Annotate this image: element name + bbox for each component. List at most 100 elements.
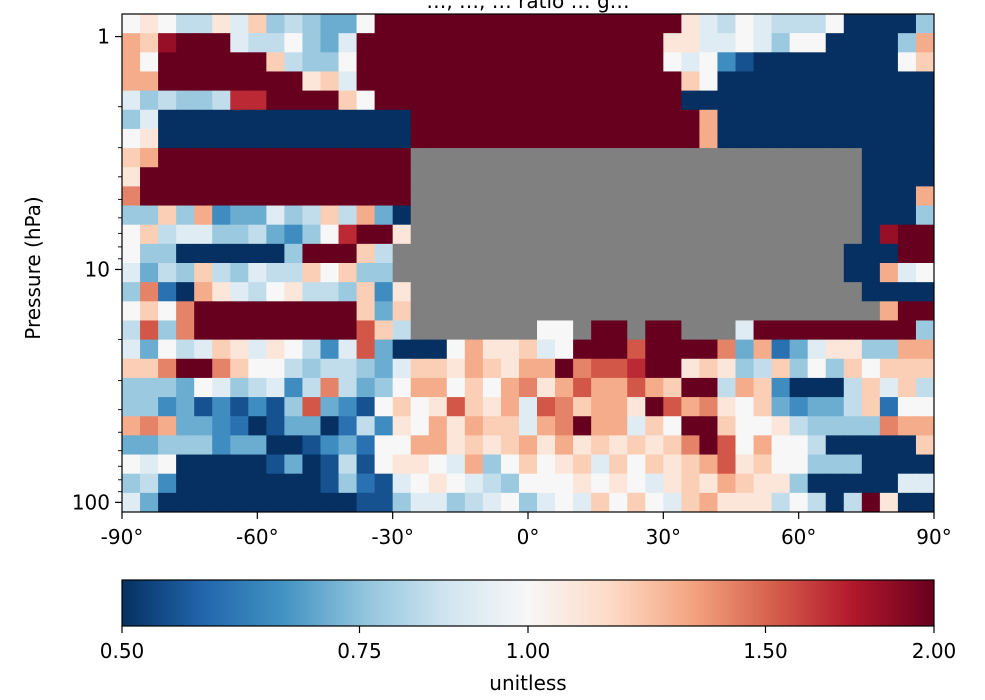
heatmap-cell <box>861 14 881 34</box>
heatmap-cell <box>735 33 755 53</box>
heatmap-cell <box>897 71 917 92</box>
heatmap-cell <box>158 33 177 53</box>
heatmap-cell <box>392 243 412 264</box>
x-tick-label: -60° <box>236 525 279 549</box>
heatmap-cell <box>320 358 340 379</box>
heatmap-cell <box>518 473 538 494</box>
heatmap-cell <box>861 377 881 398</box>
heatmap-cell <box>789 90 809 111</box>
heatmap-cell <box>338 90 358 111</box>
heatmap-cell <box>212 263 231 283</box>
heatmap-cell <box>338 397 358 417</box>
heatmap-cell <box>663 492 682 512</box>
heatmap-cell <box>681 358 701 379</box>
heatmap-cell <box>591 148 610 168</box>
heatmap-cell <box>771 224 791 245</box>
heatmap-cell <box>645 52 664 73</box>
heatmap-cell <box>789 52 809 73</box>
heatmap-cell <box>482 243 502 264</box>
heatmap-cell <box>879 128 899 149</box>
heatmap-cell <box>807 224 827 245</box>
heatmap-cell <box>446 148 466 168</box>
heatmap-cell <box>500 377 520 398</box>
heatmap-cell <box>392 301 412 322</box>
heatmap-cell <box>122 416 141 436</box>
heatmap-cell <box>555 435 574 456</box>
heatmap-cell <box>122 14 141 34</box>
heatmap-cell <box>555 377 574 398</box>
heatmap-cell <box>699 492 719 512</box>
heatmap-cell <box>230 224 249 245</box>
heatmap-cell <box>356 339 376 360</box>
heatmap-cell <box>266 52 285 73</box>
heatmap-cell <box>230 263 249 283</box>
heatmap-cell <box>248 263 267 283</box>
heatmap-cell <box>681 416 701 436</box>
heatmap-cell <box>537 301 556 322</box>
heatmap-cell <box>230 301 249 322</box>
heatmap-cell <box>266 301 285 322</box>
heatmap-cell <box>158 320 177 341</box>
heatmap-cell <box>500 358 520 379</box>
heatmap-cell <box>356 454 376 475</box>
heatmap-cell <box>464 71 484 92</box>
heatmap-cell <box>410 14 430 34</box>
heatmap-cell <box>843 128 863 149</box>
heatmap-cell <box>537 243 556 264</box>
heatmap-cell <box>176 167 195 187</box>
heatmap-cell <box>230 33 249 53</box>
heatmap-cell <box>825 377 845 398</box>
heatmap-cell <box>681 224 701 245</box>
heatmap-cell <box>392 90 412 111</box>
heatmap-cell <box>717 492 737 512</box>
heatmap-cell <box>663 454 682 475</box>
heatmap-cell <box>320 128 340 149</box>
heatmap-cell <box>230 473 249 494</box>
heatmap-cell <box>446 71 466 92</box>
heatmap-cell <box>374 454 394 475</box>
heatmap-cell <box>266 282 285 302</box>
heatmap-cell <box>356 109 376 130</box>
heatmap-cell <box>176 33 195 53</box>
heatmap-cell <box>392 14 412 34</box>
heatmap-cell <box>230 71 249 92</box>
heatmap-cell <box>302 320 322 341</box>
heatmap-cell <box>230 148 249 168</box>
heatmap-cell <box>807 243 827 264</box>
heatmap-cell <box>266 416 285 436</box>
heatmap-cell <box>266 397 285 417</box>
heatmap-cell <box>627 148 646 168</box>
heatmap-cell <box>140 148 159 168</box>
heatmap-cell <box>482 71 502 92</box>
heatmap-cell <box>248 416 267 436</box>
heatmap-cell <box>284 243 304 264</box>
heatmap-cell <box>861 71 881 92</box>
heatmap-cell <box>897 339 917 360</box>
heatmap-cell <box>518 186 538 207</box>
heatmap-cell <box>464 52 484 73</box>
heatmap-cell <box>861 52 881 73</box>
heatmap-cell <box>627 397 646 417</box>
heatmap-cell <box>735 243 755 264</box>
heatmap-cell <box>464 377 484 398</box>
heatmap-cell <box>122 33 141 53</box>
heatmap-cell <box>374 148 394 168</box>
heatmap-cell <box>392 186 412 207</box>
colorbar-tick-label: 0.50 <box>100 639 145 663</box>
heatmap-cell <box>627 301 646 322</box>
heatmap-cell <box>825 148 845 168</box>
heatmap-cell <box>140 90 159 111</box>
heatmap-cell <box>518 492 538 512</box>
heatmap-cell <box>825 243 845 264</box>
heatmap-cell <box>374 397 394 417</box>
heatmap-cell <box>482 377 502 398</box>
heatmap-cell <box>410 473 430 494</box>
heatmap-cell <box>555 492 574 512</box>
heatmap-cell <box>320 167 340 187</box>
heatmap-cell <box>338 320 358 341</box>
heatmap-cell <box>627 263 646 283</box>
heatmap-cell <box>789 301 809 322</box>
heatmap-cell <box>212 454 231 475</box>
heatmap-cell <box>464 473 484 494</box>
heatmap-cell <box>825 224 845 245</box>
